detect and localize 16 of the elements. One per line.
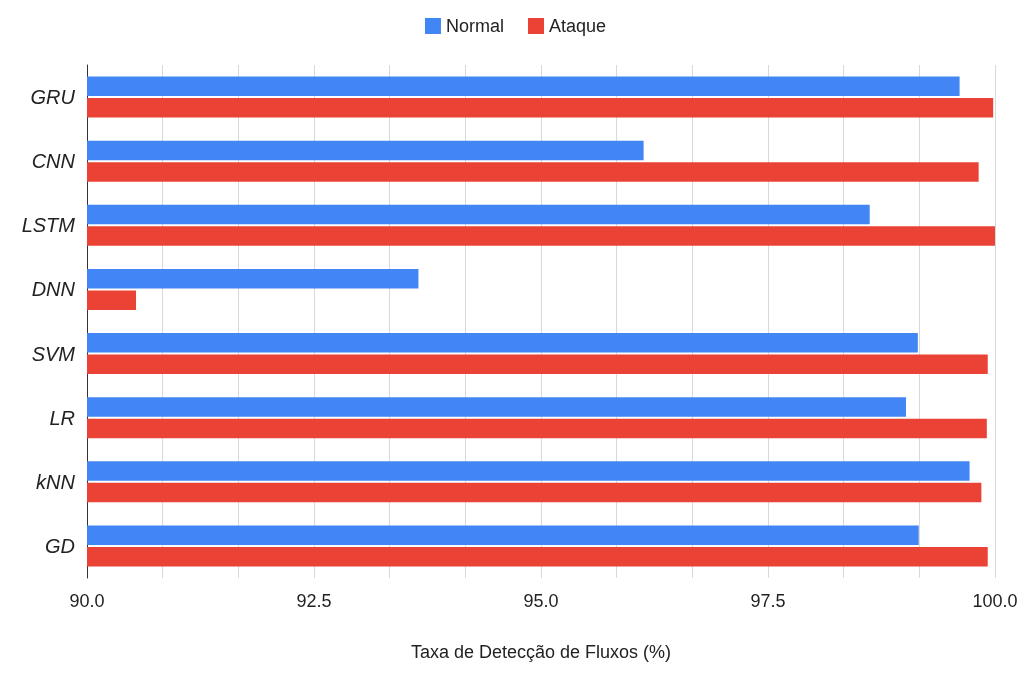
x-tick-label: 100.0 bbox=[972, 591, 1018, 611]
y-tick-label: DNN bbox=[31, 278, 76, 301]
legend-label: Ataque bbox=[548, 16, 607, 36]
legend-label: Normal bbox=[445, 16, 504, 36]
x-tick-label: 97.5 bbox=[750, 591, 786, 611]
x-tick-label: 92.5 bbox=[296, 591, 332, 611]
y-tick-label: LR bbox=[49, 406, 75, 429]
y-tick-label: GRU bbox=[30, 86, 76, 109]
y-tick-label: LSTM bbox=[21, 214, 76, 237]
y-tick-label: SVM bbox=[31, 342, 76, 365]
x-tick-label: 95.0 bbox=[523, 591, 559, 611]
y-tick-label: CNN bbox=[31, 150, 76, 173]
y-tick-label: kNN bbox=[36, 470, 76, 493]
y-tick-label: GD bbox=[45, 534, 75, 557]
x-axis-title: Taxa de Detecção de Fluxos (%) bbox=[410, 642, 672, 662]
x-tick-label: 90.0 bbox=[69, 591, 105, 611]
